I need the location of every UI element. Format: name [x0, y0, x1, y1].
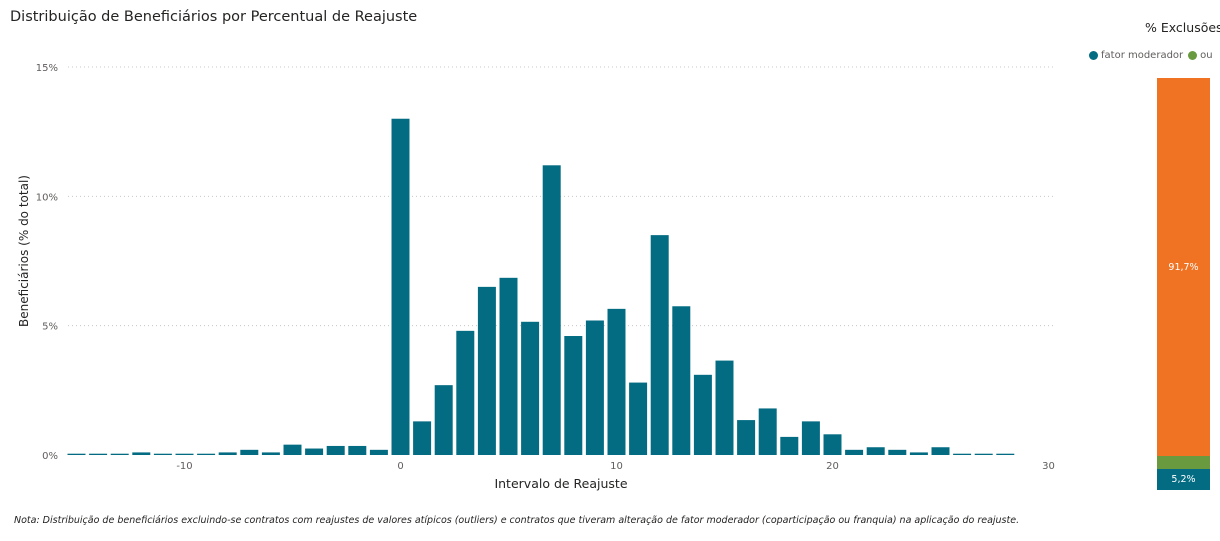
bar — [693, 374, 712, 455]
legend-label: fator moderador — [1101, 50, 1184, 61]
bar — [888, 449, 907, 455]
bar — [110, 453, 129, 455]
y-axis-title: Beneficiários (% do total) — [17, 175, 31, 327]
legend-item-fator-moderador[interactable]: fator moderador — [1089, 50, 1183, 61]
bar — [996, 453, 1015, 455]
exclusions-legend: fator moderador ou — [1089, 50, 1218, 61]
x-tick-label: -10 — [176, 461, 192, 472]
bar — [132, 452, 151, 455]
x-tick-label: 20 — [826, 461, 839, 472]
bar — [780, 436, 799, 455]
stack-segment — [1157, 468, 1210, 490]
bar — [218, 452, 237, 455]
legend-item-ou[interactable]: ou — [1188, 50, 1213, 61]
stack-segment-label: 91,7% — [1168, 261, 1199, 273]
bar — [629, 382, 648, 455]
legend-dot-icon — [1188, 51, 1198, 60]
bar — [153, 453, 172, 455]
bar — [672, 306, 691, 455]
bar — [542, 165, 561, 455]
exclusions-stacked-bar: 5,2% 91,7% — [1157, 78, 1210, 490]
bar — [456, 330, 475, 455]
bar — [89, 453, 108, 455]
exclusions-title: % Exclusões — [1145, 20, 1220, 35]
bar — [477, 286, 496, 455]
bar — [326, 445, 345, 455]
bar — [823, 434, 842, 455]
bar — [391, 118, 410, 455]
bar — [758, 408, 777, 455]
bar — [240, 449, 259, 455]
bar — [564, 336, 583, 455]
legend-label: ou — [1200, 50, 1213, 61]
bar — [845, 449, 864, 455]
bar — [413, 421, 432, 455]
bar — [67, 453, 86, 455]
stack-segment-label: 5,2% — [1171, 474, 1196, 486]
y-tick-label: 15% — [36, 63, 58, 74]
bar — [974, 453, 993, 455]
legend-dot-icon — [1089, 51, 1098, 60]
bar — [197, 453, 216, 455]
footnote: Nota: Distribuição de beneficiários excl… — [14, 515, 1020, 526]
stack-segment — [1157, 78, 1210, 456]
bar — [585, 320, 604, 455]
bar — [650, 235, 669, 455]
bar — [953, 453, 972, 455]
bar — [369, 449, 388, 455]
bar — [909, 452, 928, 455]
histogram-chart: 0% 5% 10% 15% -10 0 10 20 30 Intervalo de Reajust… — [17, 63, 1055, 491]
bar — [283, 444, 302, 455]
bar — [261, 452, 280, 455]
bar — [715, 360, 734, 455]
bar — [521, 321, 540, 455]
bar — [866, 447, 885, 455]
x-axis-title: Intervalo de Reajuste — [494, 476, 627, 491]
bar — [305, 448, 324, 455]
bar — [499, 277, 518, 455]
x-tick-label: 0 — [397, 461, 403, 472]
bar — [175, 453, 194, 455]
stack-segment — [1157, 455, 1210, 469]
bar — [348, 445, 367, 455]
y-tick-label: 5% — [42, 322, 58, 333]
y-tick-label: 0% — [42, 451, 58, 462]
y-tick-label: 10% — [36, 192, 58, 203]
bar — [434, 385, 453, 455]
x-tick-label: 10 — [610, 461, 623, 472]
bar — [801, 421, 820, 455]
bar — [607, 308, 626, 455]
chart-title: Distribuição de Beneficiários por Percen… — [10, 9, 418, 25]
x-tick-label: 30 — [1042, 461, 1055, 472]
bar — [737, 420, 756, 455]
bar — [931, 447, 950, 455]
